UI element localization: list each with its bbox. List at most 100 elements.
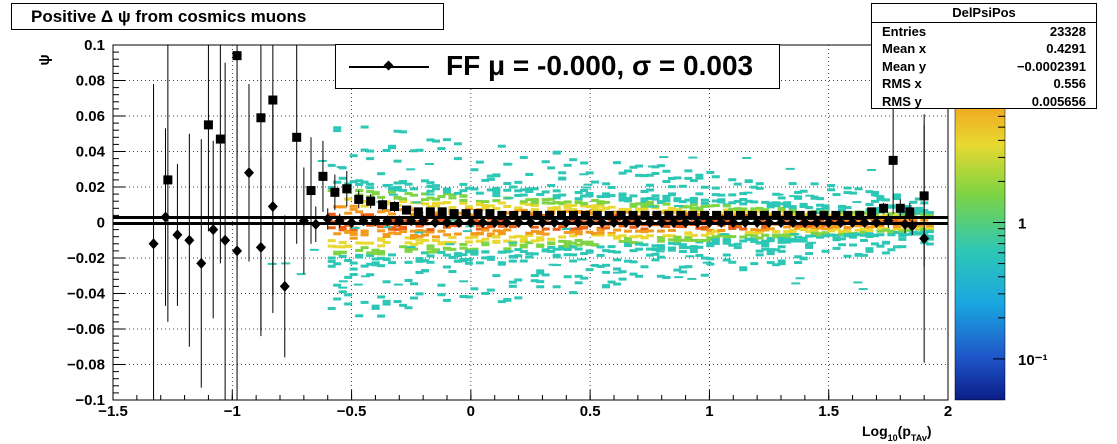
heat-cell [569,230,578,234]
heat-cell [629,225,638,229]
heat-cell [404,236,413,240]
heat-cell [925,237,934,241]
heat-cell [442,265,451,269]
square-marker [580,210,590,220]
heat-cell [925,224,934,228]
heat-cell [596,228,605,232]
square-marker [509,210,519,220]
heat-cell [497,219,506,223]
y-tick-label: 0 [97,215,105,232]
heat-cell [827,224,836,228]
heat-cell [859,253,868,257]
stats-value: 23328 [1049,24,1086,39]
heat-cell [618,171,627,175]
heat-cell [470,252,479,256]
square-marker [592,210,602,220]
diamond-marker [740,217,751,228]
diamond-marker [561,217,572,228]
heat-cell [492,274,501,278]
heat-cell [388,187,397,191]
heat-cell [360,229,369,233]
heat-cell [810,229,819,233]
heat-cell [377,244,386,248]
heat-cell [634,210,643,214]
heat-cell [728,243,737,247]
heat-cell [766,212,775,216]
heat-cell [898,234,907,238]
heat-cell [563,200,572,204]
heat-cell [711,220,720,224]
square-marker [568,210,578,220]
heat-cell [799,239,808,243]
heat-cell [569,245,578,249]
diamond-marker [184,234,195,246]
heat-cell [425,193,435,196]
heat-cell [344,293,353,297]
heat-cell [525,187,534,191]
heat-cell [582,186,592,189]
heat-cell [865,228,874,232]
heat-cell [722,239,731,243]
heat-cell [536,280,545,284]
heat-cell [750,228,759,232]
diamond-marker [549,217,560,228]
heat-cell [344,211,353,215]
heat-cell [876,233,885,237]
heat-cell [366,253,375,257]
diamond-marker [859,217,870,228]
heat-cell [892,219,901,223]
heat-cell [722,219,731,223]
heat-cell [755,228,764,232]
heat-cell [530,225,539,229]
diamond-marker [537,217,548,228]
square-marker [819,210,829,220]
heat-cell [585,268,594,272]
heat-cell [382,233,391,237]
heat-cell [772,263,781,267]
heat-cell [503,182,512,186]
heat-cell [761,200,770,204]
heat-cell [739,192,748,196]
diamond-marker [668,217,679,228]
heat-cell [629,272,638,276]
heat-cell [613,250,622,254]
square-marker [163,175,173,185]
heat-cell [426,244,435,248]
heat-cell [504,197,514,200]
heat-cell [925,211,934,215]
heat-cell [925,242,934,246]
heat-cell [410,247,419,251]
heat-cell [656,229,665,233]
heat-cell [613,258,622,262]
heat-cell [613,161,622,165]
heat-cell [585,171,594,175]
heat-cell [464,240,473,244]
heat-cell [442,233,451,237]
heat-cell [296,273,306,276]
heat-cell [383,183,393,186]
heat-cell [645,183,654,187]
heat-cell [684,238,693,242]
heat-cell [437,229,446,233]
heat-cell [558,225,567,229]
heat-cell [552,189,561,193]
heat-cell [684,265,693,269]
heat-cell [843,226,852,230]
heat-cell [656,255,665,259]
heat-cell [404,182,413,186]
heat-cell [843,186,852,190]
x-tick-label: −1 [224,403,241,420]
heat-cell [602,206,611,210]
heat-cell [382,299,391,303]
heat-cell [755,217,764,221]
square-marker [378,200,388,210]
heat-cell [360,275,370,278]
heat-cell [602,192,611,196]
heat-cell [678,246,687,250]
heat-cell [349,261,358,265]
heat-cell [733,246,742,250]
square-marker [688,210,698,220]
heat-cell [624,240,633,244]
heat-cell [689,233,698,237]
